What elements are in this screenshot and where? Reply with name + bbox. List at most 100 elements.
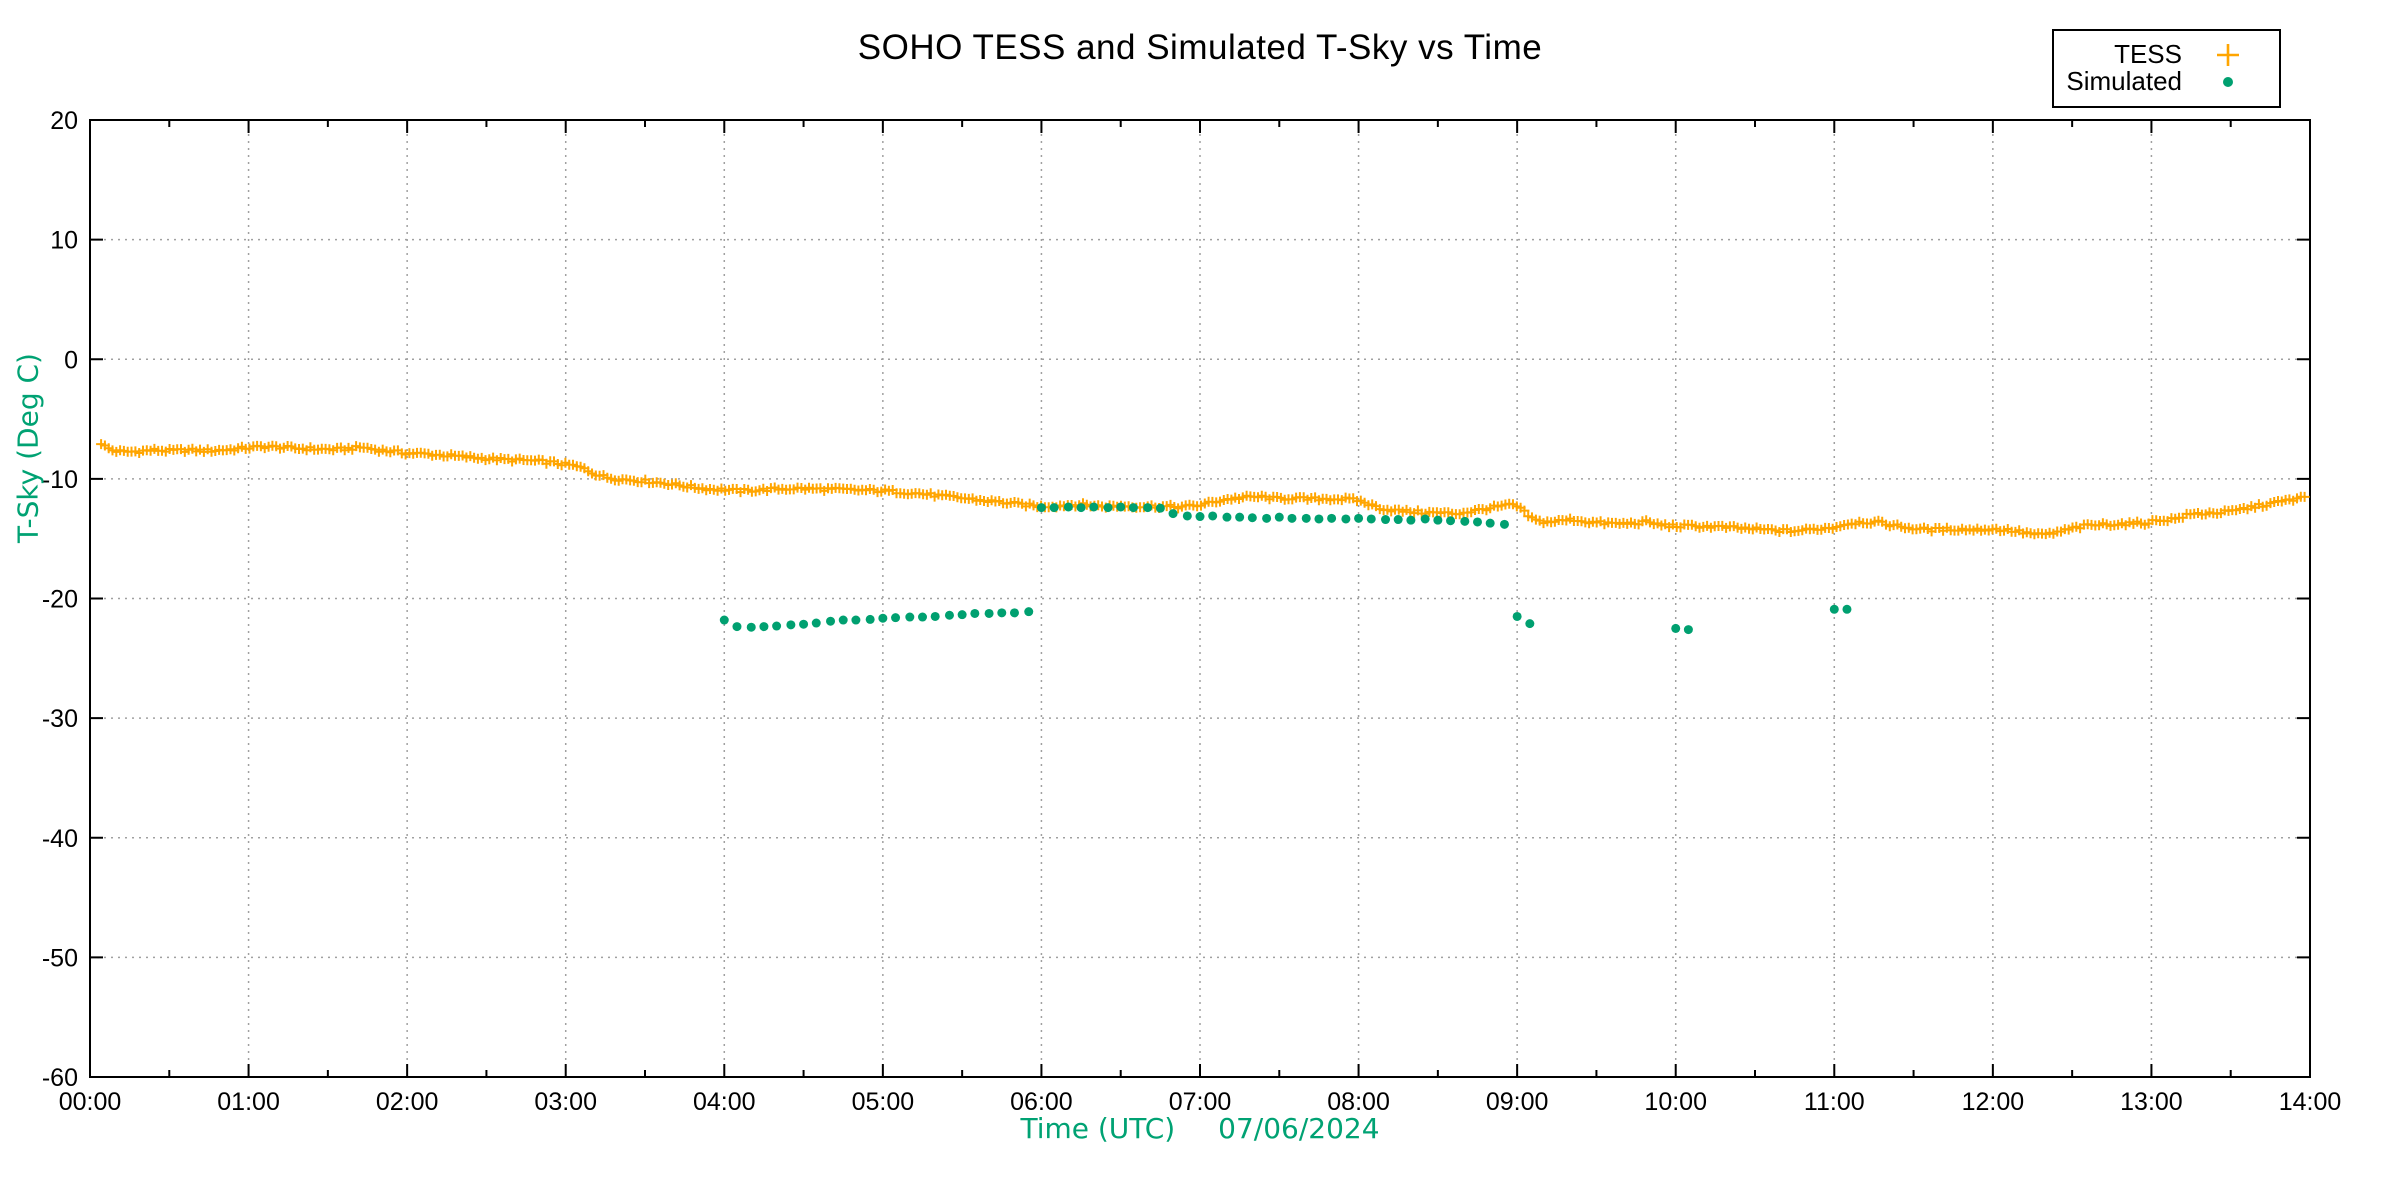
simulated-point: [1287, 513, 1297, 523]
legend-box: TESS Simulated: [2052, 29, 2281, 108]
x-axis-label: Time (UTC) 07/06/2024: [90, 1112, 2310, 1145]
y-tick-label: -50: [42, 944, 78, 972]
simulated-point: [1512, 611, 1522, 621]
plot-border: [89, 119, 2311, 1078]
simulated-point: [970, 608, 980, 618]
simulated-point: [1473, 517, 1482, 527]
x-tick-label: 01:00: [217, 1088, 280, 1116]
y-tick-label: 0: [64, 346, 78, 374]
simulated-point: [1354, 513, 1364, 523]
y-tick-label: 10: [50, 227, 78, 255]
simulated-point: [811, 618, 821, 628]
simulated-point: [1525, 619, 1535, 629]
simulated-point: [1155, 503, 1165, 513]
simulated-point: [905, 612, 915, 622]
y-tick-label: 20: [50, 107, 78, 135]
legend-label-simulated: Simulated: [2066, 66, 2182, 96]
simulated-point: [1842, 604, 1852, 614]
tess-series: [96, 439, 2310, 540]
simulated-point: [746, 622, 756, 632]
simulated-point: [1274, 512, 1284, 522]
simulated-point: [1381, 515, 1391, 525]
simulated-point: [1235, 512, 1245, 522]
simulated-point: [957, 610, 967, 620]
simulated-point: [891, 613, 901, 623]
simulated-point: [1446, 516, 1456, 526]
simulated-point: [759, 622, 769, 632]
y-tick-label: -10: [42, 466, 78, 494]
legend-entry-simulated: Simulated: [2054, 68, 2279, 95]
simulated-point: [1063, 502, 1073, 512]
simulated-point: [1406, 515, 1416, 525]
legend-label-tess: TESS: [2114, 39, 2182, 69]
axis-ticks: [89, 119, 2311, 1078]
simulated-point: [1485, 518, 1495, 528]
simulated-point: [772, 621, 782, 631]
x-tick-label: 09:00: [1486, 1088, 1549, 1116]
simulated-point: [799, 619, 809, 629]
x-tick-label: 00:00: [59, 1088, 122, 1116]
simulated-point: [1195, 512, 1205, 522]
simulated-point: [1103, 503, 1113, 513]
x-axis-date: 07/06/2024: [1218, 1112, 1380, 1145]
grid-lines: [90, 120, 2310, 1077]
simulated-point: [1009, 608, 1019, 618]
simulated-point: [1024, 607, 1034, 617]
x-tick-label: 07:00: [1169, 1088, 1232, 1116]
simulated-point: [1128, 503, 1138, 513]
simulated-point: [1314, 514, 1324, 524]
y-tick-label: -30: [42, 705, 78, 733]
y-tick-labels: 20 10 0 -10 -20 -30 -40 -50 -60: [42, 107, 78, 1092]
dot-icon: [2182, 69, 2274, 95]
simulated-point: [1420, 514, 1430, 524]
simulated-point: [1262, 513, 1272, 523]
x-tick-label: 14:00: [2279, 1088, 2342, 1116]
simulated-point: [732, 622, 742, 632]
simulated-point: [1829, 604, 1839, 614]
x-tick-label: 13:00: [2120, 1088, 2183, 1116]
simulated-point: [1247, 513, 1257, 523]
x-tick-label: 02:00: [376, 1088, 439, 1116]
simulated-point: [1393, 515, 1403, 525]
simulated-point: [838, 615, 848, 625]
simulated-point: [997, 608, 1007, 618]
simulated-point: [1076, 503, 1086, 513]
simulated-point: [1036, 503, 1046, 513]
simulated-point: [719, 615, 729, 625]
simulated-point: [1366, 514, 1376, 524]
simulated-point: [1327, 513, 1337, 523]
x-tick-label: 06:00: [1010, 1088, 1073, 1116]
legend-entry-tess: TESS: [2054, 41, 2279, 68]
x-tick-label: 12:00: [1962, 1088, 2025, 1116]
simulated-point: [851, 615, 861, 625]
x-tick-labels: 00:00 01:00 02:00 03:00 04:00 05:00 06:00 07:00…: [59, 1088, 2342, 1116]
x-axis-label-text: Time (UTC): [1020, 1112, 1176, 1145]
simulated-point: [1208, 511, 1218, 521]
simulated-point: [930, 611, 940, 621]
chart-title: SOHO TESS and Simulated T-Sky vs Time: [857, 28, 1543, 67]
simulated-point: [1222, 512, 1232, 522]
simulated-point: [1460, 516, 1470, 526]
simulated-point: [1341, 514, 1351, 524]
simulated-point: [984, 608, 994, 618]
x-tick-label: 11:00: [1804, 1088, 1865, 1116]
simulated-point: [1433, 515, 1443, 525]
simulated-point: [1143, 503, 1153, 513]
simulated-point: [1683, 625, 1693, 635]
y-axis-label: T-Sky (Deg C): [11, 353, 45, 543]
plus-icon: [2182, 42, 2274, 68]
simulated-point: [878, 613, 888, 623]
x-tick-label: 04:00: [693, 1088, 756, 1116]
simulated-point: [1049, 503, 1059, 513]
simulated-point: [918, 612, 927, 622]
x-tick-label: 08:00: [1327, 1088, 1390, 1116]
y-tick-label: -20: [42, 586, 78, 614]
simulated-point: [944, 610, 954, 620]
simulated-point: [1182, 511, 1192, 521]
simulated-point: [1168, 509, 1178, 519]
simulated-point: [1301, 513, 1311, 523]
simulated-series: [719, 502, 1852, 635]
simulated-point: [1116, 502, 1126, 512]
